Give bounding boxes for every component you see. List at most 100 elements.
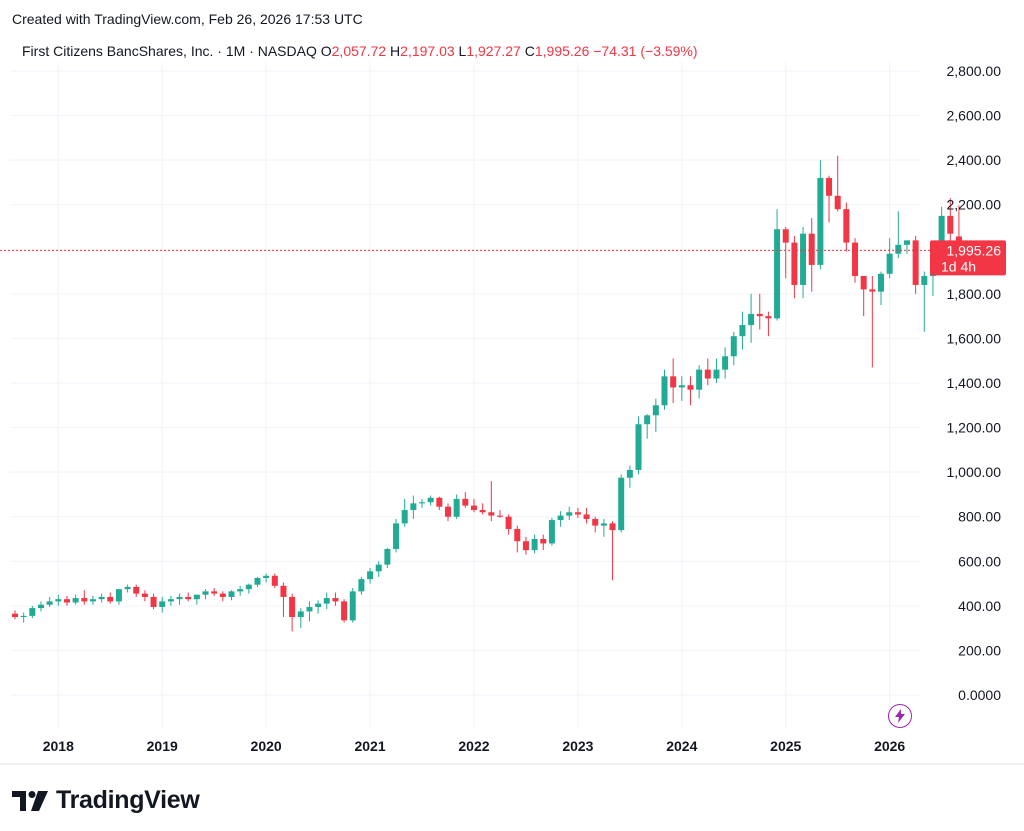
candle	[505, 514, 512, 535]
candle-body	[12, 613, 18, 617]
candle-body	[600, 523, 607, 526]
y-tick-label: 1,200.00	[947, 420, 1002, 436]
candle	[341, 599, 348, 623]
candle	[410, 495, 417, 519]
candle-body	[514, 528, 521, 542]
candle	[150, 593, 157, 610]
candle-body	[540, 539, 547, 544]
candle-body	[98, 596, 105, 600]
candle	[834, 155, 841, 212]
candle-body	[453, 498, 460, 517]
candle-body	[358, 579, 365, 592]
candle	[479, 503, 486, 515]
candle	[696, 365, 703, 399]
y-tick-label: 600.00	[958, 553, 1001, 569]
candle	[583, 507, 590, 524]
candle	[228, 590, 235, 601]
candle-body	[150, 596, 157, 607]
candle	[237, 585, 244, 596]
candle-body	[410, 503, 417, 511]
candle-body	[574, 512, 581, 515]
candle-body	[661, 376, 668, 406]
candle	[445, 503, 451, 522]
candle	[133, 584, 140, 597]
candle-body	[289, 596, 296, 617]
candle	[730, 331, 737, 366]
candle	[713, 358, 720, 383]
candle	[869, 276, 876, 368]
candle	[600, 518, 607, 537]
y-tick-label: 1,000.00	[947, 464, 1002, 480]
candle	[661, 369, 668, 410]
created-with-caption: Created with TradingView.com, Feb 26, 20…	[12, 11, 363, 27]
candle	[488, 481, 495, 522]
high-label: H	[390, 43, 401, 59]
candle-body	[652, 405, 659, 416]
candle-body	[618, 477, 625, 531]
candle	[678, 376, 685, 401]
lightning-bolt-icon[interactable]	[888, 704, 912, 728]
candle-body	[315, 603, 322, 607]
candle	[514, 525, 521, 553]
candle	[349, 588, 356, 623]
candle	[107, 592, 114, 604]
candle-body	[687, 385, 694, 390]
candle	[566, 506, 573, 521]
footer-brand-name: TradingView	[56, 786, 200, 814]
candle-body	[115, 589, 122, 602]
price-tag-background	[930, 240, 1006, 276]
candle	[176, 593, 183, 605]
candle	[462, 492, 469, 508]
candle-body	[670, 376, 677, 388]
candle-body	[393, 523, 400, 550]
candle	[574, 507, 581, 518]
candle-body	[522, 541, 529, 551]
axes: 2,800.002,600.002,400.002,200.002,000.00…	[0, 63, 1024, 765]
candle-body	[202, 591, 209, 595]
candle-body	[72, 598, 79, 603]
candle-body	[566, 512, 573, 516]
candle	[89, 595, 96, 605]
candle-body	[341, 601, 348, 621]
y-tick-label: 2,800.00	[947, 63, 1002, 79]
candle	[271, 573, 278, 589]
candle-body	[791, 242, 798, 285]
candle-body	[141, 593, 148, 597]
candle-body	[765, 316, 772, 319]
candle-body	[176, 596, 183, 600]
candle	[912, 235, 919, 294]
candle	[375, 561, 382, 577]
candle	[592, 516, 599, 533]
candle	[55, 594, 62, 606]
candle	[609, 521, 616, 581]
candle	[644, 414, 651, 439]
candle	[401, 498, 408, 527]
candle	[670, 358, 677, 404]
candle	[722, 347, 729, 379]
x-tick-label: 2018	[43, 738, 74, 754]
candle	[332, 592, 339, 606]
candle	[878, 271, 884, 305]
candle	[263, 573, 270, 583]
candle	[254, 576, 261, 587]
x-tick-label: 2019	[147, 738, 178, 754]
candle	[817, 160, 824, 270]
candle-body	[185, 596, 192, 600]
x-tick-label: 2021	[354, 738, 385, 754]
candle	[496, 510, 503, 518]
candle-body	[419, 502, 426, 504]
candle	[540, 534, 547, 551]
high-value: 2,197.03	[400, 43, 455, 59]
candle	[782, 227, 789, 279]
grid	[10, 62, 920, 728]
y-tick-label: 400.00	[958, 598, 1001, 614]
candle-body	[774, 229, 781, 319]
candle-body	[626, 469, 633, 478]
x-tick-label: 2022	[458, 738, 489, 754]
candle	[791, 235, 798, 299]
candle	[704, 358, 711, 386]
candle-body	[384, 549, 391, 565]
low-value: 1,927.27	[466, 43, 521, 59]
candle-body	[583, 514, 590, 519]
